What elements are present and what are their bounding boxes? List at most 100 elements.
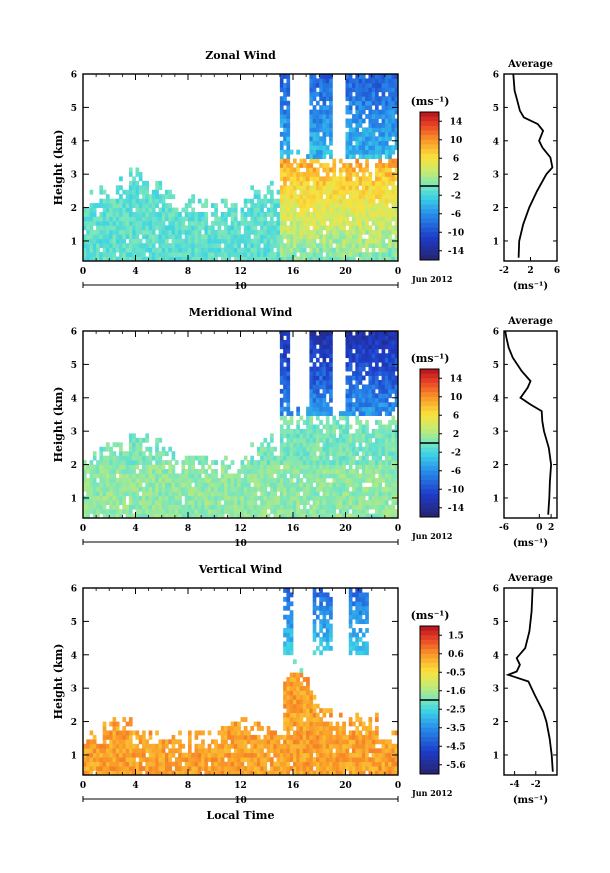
heatmap-cell: [243, 513, 248, 519]
heatmap-cell: [283, 234, 287, 240]
heatmap-cell: [230, 509, 235, 514]
heatmap-cell: [135, 234, 140, 240]
heatmap-cell: [138, 770, 143, 776]
heatmap-cell: [224, 482, 228, 488]
heatmap-cell: [375, 122, 379, 128]
heatmap-cell: [365, 469, 369, 474]
date-tick-label: 10: [234, 282, 247, 292]
heatmap-cell: [368, 154, 373, 159]
heatmap-cell: [315, 91, 320, 97]
heatmap-cell: [145, 433, 150, 439]
heatmap-cell: [119, 234, 123, 240]
heatmap-cell: [322, 78, 327, 84]
heatmap-cell: [105, 477, 110, 483]
heatmap-cell: [358, 82, 363, 88]
heatmap-cell: [168, 495, 172, 501]
heatmap-cell: [138, 198, 143, 204]
heatmap-cell: [279, 388, 284, 394]
profile-x-label: (ms⁻¹): [513, 281, 548, 292]
heatmap-cell: [256, 229, 261, 235]
profile-x-tick-label: -2: [499, 266, 509, 276]
heatmap-cell: [371, 185, 376, 191]
heatmap-cell: [319, 91, 323, 97]
heatmap-cell: [325, 384, 330, 390]
colorbar-swatch: [420, 121, 439, 127]
heatmap-cell: [220, 198, 225, 204]
heatmap-cell: [217, 477, 222, 483]
heatmap-cell: [224, 739, 228, 745]
heatmap-cell: [125, 243, 130, 249]
heatmap-cell: [345, 203, 350, 208]
heatmap-cell: [158, 207, 163, 213]
heatmap-cell: [217, 770, 222, 776]
heatmap-cell: [161, 234, 166, 240]
heatmap-cell: [132, 743, 136, 749]
heatmap-cell: [319, 154, 323, 159]
heatmap-cell: [293, 770, 297, 776]
heatmap-cell: [306, 500, 310, 506]
heatmap-cell: [283, 703, 287, 709]
heatmap-cell: [188, 238, 192, 244]
heatmap-cell: [365, 100, 369, 106]
heatmap-cell: [105, 491, 110, 497]
heatmap-cell: [361, 500, 366, 506]
heatmap-cell: [352, 136, 356, 142]
heatmap-cell: [293, 491, 297, 497]
heatmap-cell: [315, 122, 320, 128]
heatmap-cell: [109, 477, 113, 483]
heatmap-cell: [384, 451, 389, 457]
heatmap-cell: [217, 234, 222, 240]
heatmap-cell: [384, 140, 389, 146]
heatmap-cell: [266, 234, 271, 240]
heatmap-cell: [145, 748, 150, 754]
heatmap-cell: [250, 225, 255, 231]
heatmap-cell: [96, 513, 100, 519]
heatmap-cell: [368, 442, 373, 448]
heatmap-cell: [197, 477, 202, 483]
heatmap-cell: [115, 509, 120, 514]
heatmap-cell: [361, 331, 366, 336]
heatmap-cell: [204, 482, 209, 488]
heatmap-cell: [289, 469, 294, 474]
heatmap-cell: [210, 256, 215, 262]
heatmap-cell: [315, 504, 320, 510]
heatmap-cell: [237, 495, 241, 501]
heatmap-cell: [283, 225, 287, 231]
heatmap-cell: [247, 464, 251, 470]
heatmap-cell: [371, 397, 376, 403]
heatmap-cell: [342, 189, 346, 195]
heatmap-cell: [345, 455, 350, 461]
heatmap-cell: [286, 252, 291, 257]
heatmap-cell: [338, 176, 343, 182]
heatmap-cell: [315, 194, 320, 200]
heatmap-cell: [243, 491, 248, 497]
heatmap-cell: [296, 482, 300, 488]
heatmap-cell: [220, 739, 225, 745]
heatmap-cell: [332, 207, 337, 213]
heatmap-cell: [178, 739, 182, 745]
heatmap-cell: [115, 185, 120, 191]
heatmap-cell: [128, 167, 133, 173]
heatmap-cell: [286, 109, 291, 115]
heatmap-cell: [348, 442, 353, 448]
heatmap-cell: [296, 212, 300, 217]
heatmap-cell: [247, 509, 251, 514]
heatmap-cell: [145, 473, 150, 479]
heatmap-cell: [201, 220, 205, 226]
heatmap-cell: [263, 198, 268, 204]
colorbar-tick-label: 6: [453, 411, 459, 421]
heatmap-cell: [381, 500, 386, 506]
heatmap-cell: [145, 739, 150, 745]
heatmap-cell: [352, 238, 356, 244]
heatmap-cell: [371, 491, 376, 497]
heatmap-cell: [286, 229, 291, 235]
heatmap-cell: [319, 353, 323, 359]
heatmap-cell: [214, 748, 218, 754]
heatmap-cell: [306, 495, 310, 501]
heatmap-cell: [378, 357, 382, 363]
heatmap-cell: [319, 74, 323, 79]
colorbar-unit: (ms⁻¹): [411, 352, 450, 365]
heatmap-cell: [128, 238, 133, 244]
heatmap-cell: [289, 229, 294, 235]
